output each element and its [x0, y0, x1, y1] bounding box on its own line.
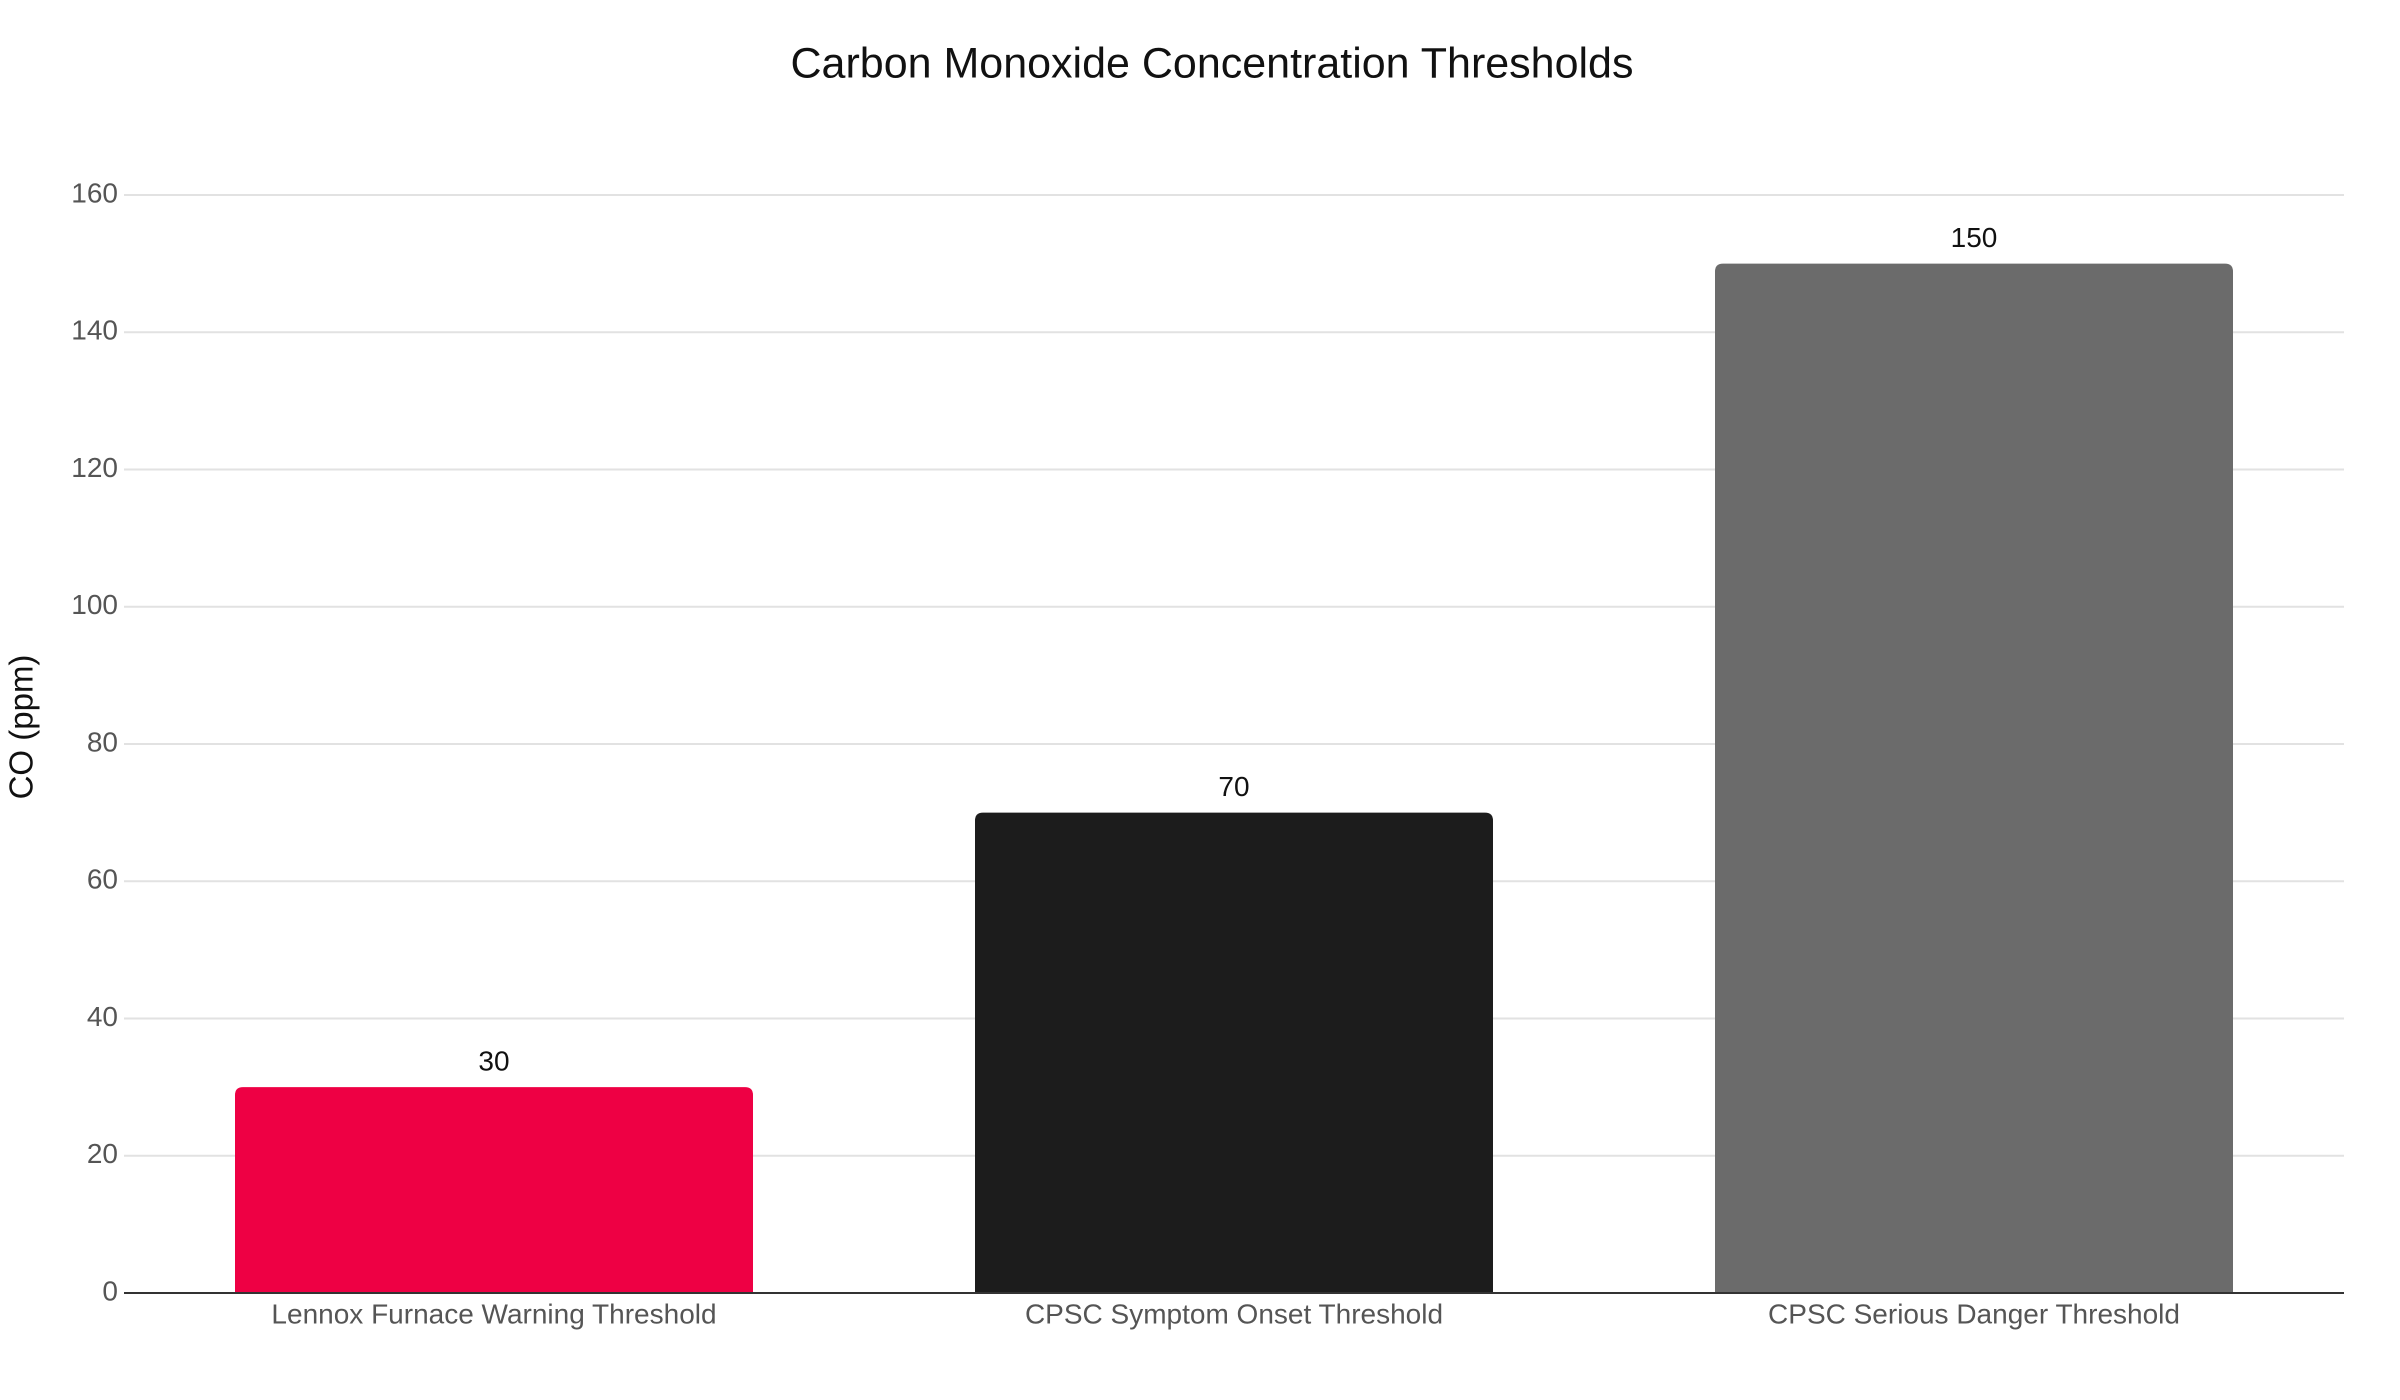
bar: [235, 1087, 753, 1293]
y-tick-label: 40: [87, 1001, 118, 1032]
y-tick-label: 100: [71, 589, 118, 620]
value-label: 150: [1951, 222, 1998, 253]
y-tick-label: 140: [71, 315, 118, 346]
y-tick-label: 20: [87, 1138, 118, 1169]
bar: [975, 812, 1493, 1293]
y-tick-label: 0: [102, 1275, 118, 1306]
bar: [1715, 263, 2233, 1293]
x-tick-label: CPSC Symptom Onset Threshold: [1025, 1298, 1443, 1329]
y-axis-label: CO (ppm): [3, 655, 40, 800]
value-label: 30: [478, 1046, 509, 1077]
value-label: 70: [1218, 771, 1249, 802]
x-tick-label: CPSC Serious Danger Threshold: [1768, 1298, 2180, 1329]
y-tick-label: 120: [71, 452, 118, 483]
y-tick-label: 160: [71, 177, 118, 208]
x-tick-label: Lennox Furnace Warning Threshold: [271, 1298, 716, 1329]
y-tick-label: 80: [87, 726, 118, 757]
y-tick-label: 60: [87, 864, 118, 895]
chart-title: Carbon Monoxide Concentration Thresholds: [791, 39, 1634, 87]
